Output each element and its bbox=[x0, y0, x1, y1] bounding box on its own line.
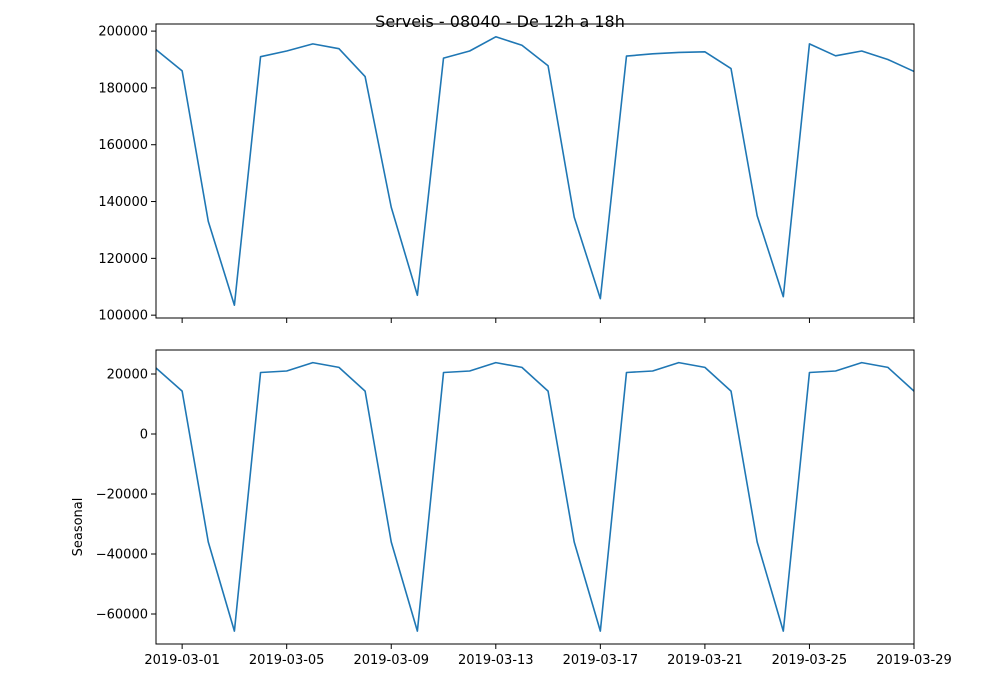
x-tick-label: 2019-03-13 bbox=[458, 653, 534, 668]
series-line-1 bbox=[155, 35, 915, 307]
y-tick-label: 180000 bbox=[98, 81, 148, 96]
y-tick-label: −20000 bbox=[96, 488, 148, 503]
figure-title: Serveis - 08040 - De 12h a 18h bbox=[375, 12, 625, 31]
x-tick-label: 2019-03-09 bbox=[353, 653, 429, 668]
x-tick-label: 2019-03-05 bbox=[249, 653, 325, 668]
y-tick-label: −40000 bbox=[96, 548, 148, 563]
series-line-2 bbox=[155, 361, 915, 632]
y-tick-label: 140000 bbox=[98, 195, 148, 210]
x-tick-label: 2019-03-25 bbox=[772, 653, 848, 668]
x-tick-label: 2019-03-21 bbox=[667, 653, 743, 668]
x-tick-label: 2019-03-29 bbox=[876, 653, 952, 668]
x-tick-label: 2019-03-17 bbox=[563, 653, 639, 668]
y-axis-label: Seasonal bbox=[71, 498, 86, 557]
y-tick-label: 20000 bbox=[107, 368, 148, 383]
x-tick-label: 2019-03-01 bbox=[144, 653, 220, 668]
y-tick-label: −60000 bbox=[96, 608, 148, 623]
y-tick-label: 200000 bbox=[98, 25, 148, 40]
axes-frame-2 bbox=[155, 349, 915, 645]
y-tick-label: 0 bbox=[140, 428, 148, 443]
axes-frame-1 bbox=[155, 23, 915, 319]
y-tick-label: 160000 bbox=[98, 138, 148, 153]
y-tick-label: 100000 bbox=[98, 309, 148, 324]
y-tick-label: 120000 bbox=[98, 252, 148, 267]
